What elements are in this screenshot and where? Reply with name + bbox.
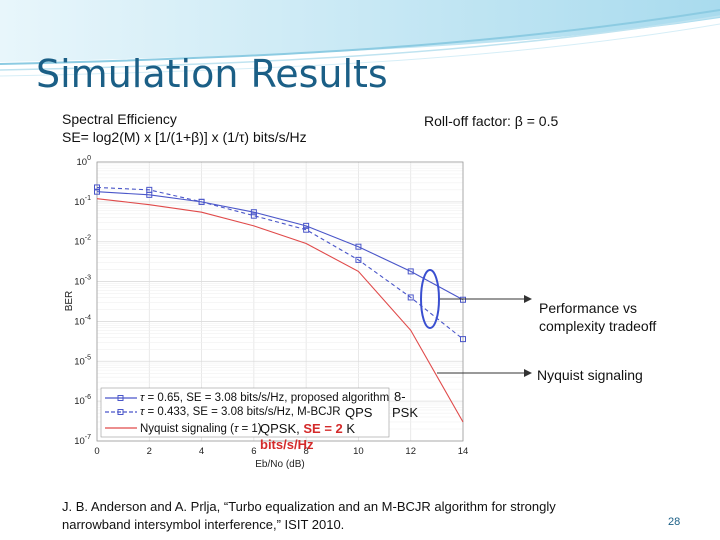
series-line-0: [96, 191, 464, 301]
series-0-point: [460, 296, 466, 303]
label-8psk-line2: PSK: [392, 405, 419, 420]
label-qpsk-k: K: [342, 421, 356, 436]
chart-plot-frame: [96, 161, 464, 442]
citation-line2: narrowband intersymbol interference,” IS…: [62, 517, 345, 532]
slide-title: Simulation Results: [36, 52, 388, 96]
series-0-point: [407, 268, 414, 275]
y-tick-label: 100: [77, 155, 92, 168]
y-tick-label: 10-3: [74, 275, 91, 288]
series-1-point: [303, 226, 310, 233]
spectral-efficiency-label: Spectral Efficiency: [62, 111, 177, 127]
chart-series: [94, 184, 466, 423]
label-qpsk-se: QPSK, SE = 2 K: [260, 421, 355, 436]
series-1-point: [407, 294, 414, 301]
page-number: 28: [668, 516, 681, 528]
x-axis-label: Eb/No (dB): [255, 459, 304, 470]
series-1-point: [460, 336, 466, 343]
y-tick-label: 10-7: [74, 434, 91, 447]
y-tick-label: 10-5: [74, 354, 91, 367]
legend-marker-proposed: [117, 395, 124, 401]
label-8psk-line1: 8-: [394, 389, 406, 404]
legend-entry-proposed: τ = 0.65, SE = 3.08 bits/s/Hz, proposed …: [140, 392, 389, 404]
series-line-2: [96, 198, 464, 423]
y-tick-label: 10-2: [74, 235, 91, 248]
y-axis-label: BER: [64, 291, 75, 312]
series-1-point: [198, 198, 205, 205]
series-0-point: [303, 222, 310, 229]
x-tick-label: 2: [147, 446, 152, 457]
series-1-point: [94, 184, 100, 191]
y-tick-label: 10-6: [74, 394, 91, 407]
tradeoff-arrowhead-icon: [524, 295, 532, 303]
x-tick-label: 0: [94, 446, 99, 457]
x-tick-label: 10: [353, 446, 364, 457]
legend-marker-mbcjr: [117, 409, 124, 415]
nyquist-callout: Nyquist signaling: [537, 367, 643, 383]
rolloff-factor-label: Roll-off factor: β = 0.5: [424, 113, 559, 129]
nyquist-arrowhead-icon: [524, 369, 532, 377]
series-0-point: [355, 243, 362, 250]
tradeoff-callout-line2: complexity tradeoff: [539, 318, 657, 334]
x-tick-label: 6: [251, 446, 256, 457]
label-qpsk-se-value: SE = 2: [303, 421, 343, 436]
series-1-point: [146, 186, 153, 193]
slide-banner-decoration: [0, 0, 720, 77]
series-0-point: [94, 188, 100, 195]
series-line-1: [96, 186, 464, 340]
legend-box: [100, 387, 390, 438]
series-1-point: [355, 256, 362, 263]
y-tick-label: 10-4: [74, 314, 91, 327]
x-tick-label: 4: [199, 446, 204, 457]
legend-entry-mbcjr: τ = 0.433, SE = 3.08 bits/s/Hz, M-BCJR: [140, 406, 341, 418]
x-tick-label: 12: [405, 446, 416, 457]
spectral-efficiency-formula: SE= log2(M) x [1/(1+β)] x (1/τ) bits/s/H…: [62, 129, 307, 145]
y-tick-label: 10-1: [74, 195, 91, 208]
chart-legend: τ = 0.65, SE = 3.08 bits/s/Hz, proposed …: [100, 387, 390, 438]
series-1-point: [250, 212, 257, 219]
series-0-point: [250, 209, 257, 216]
legend-entry-nyquist: Nyquist signaling (τ = 1): [140, 423, 262, 435]
tradeoff-callout-line1: Performance vs: [539, 300, 638, 316]
x-tick-label: 14: [458, 446, 469, 457]
label-qpsk-units: bits/s/Hz: [260, 437, 314, 452]
label-qps: QPS: [345, 405, 373, 420]
tradeoff-highlight-ellipse: [420, 269, 440, 329]
x-tick-label: 8: [303, 446, 308, 457]
label-qpsk-prefix: QPSK,: [260, 421, 304, 436]
citation-line1: J. B. Anderson and A. Prlja, “Turbo equa…: [62, 499, 556, 514]
